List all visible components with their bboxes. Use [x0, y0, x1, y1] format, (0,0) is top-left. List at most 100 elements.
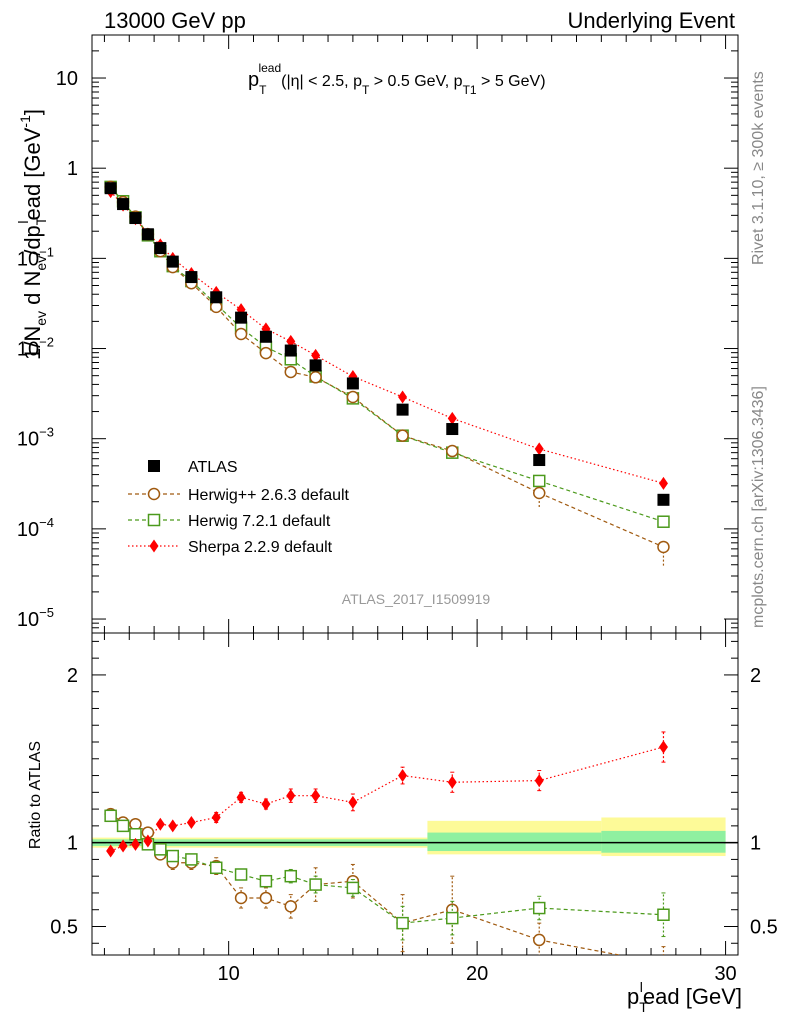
main-y-tick-label: 10−3: [17, 425, 54, 451]
ratio-y-tick-label-left: 0.5: [50, 916, 78, 938]
ratio-point-1-1: [116, 819, 130, 833]
ratio-point-2-16: [658, 740, 668, 754]
ratio-point-2-1: [118, 839, 128, 853]
main-point-1-13: [396, 429, 409, 442]
main-point-0-8: [235, 311, 248, 324]
x-tick-label: 10: [218, 963, 240, 985]
main-point-2-16: [657, 515, 670, 528]
ratio-point-2-5: [168, 819, 178, 833]
ratio-y-axis-label: Ratio to ATLAS: [27, 741, 44, 849]
ratio-point-0-9: [259, 891, 273, 905]
main-point-0-14: [446, 423, 459, 436]
ratio-point-2-4: [155, 817, 165, 831]
main-point-0-6: [185, 271, 198, 284]
ratio-series-line-1: [110, 815, 664, 924]
ratio-point-2-15: [534, 774, 544, 788]
rivet-version-label: Rivet 3.1.10, ≥ 300k events: [750, 71, 767, 265]
legend-label-herwig7: Herwig 7.2.1 default: [188, 513, 331, 530]
main-point-1-16: [657, 540, 670, 554]
main-point-1-14: [446, 444, 459, 458]
main-y-tick-label: 10−1: [17, 244, 54, 270]
main-point-0-13: [396, 403, 409, 416]
main-y-tick-label: 10−5: [17, 605, 54, 631]
main-point-2-15: [532, 474, 546, 488]
ratio-point-1-15: [532, 901, 546, 915]
ratio-panel-frame: [91, 632, 739, 956]
main-y-tick-base: 10: [17, 248, 39, 270]
main-y-tick-exponent: −5: [39, 605, 54, 620]
ratio-point-2-6: [186, 816, 196, 830]
main-y-tick-exponent: −2: [39, 335, 54, 350]
ratio-point-1-4: [154, 843, 167, 856]
ratio-point-1-0: [104, 809, 117, 823]
main-point-0-2: [129, 212, 142, 225]
main-series-line-3: [110, 191, 664, 484]
ratio-point-2-12: [348, 795, 358, 809]
ratio-point-0-15: [532, 933, 546, 947]
header-left-label: 13000 GeV pp: [104, 8, 246, 33]
main-y-axis-label: 1/Nev d Nev/dpTlead [GeV-1]: [15, 109, 49, 360]
main-y-tick-base: 10: [17, 519, 39, 541]
main-title: pTlead(|η| < 2.5, pT > 0.5 GeV, pT1 > 5 …: [248, 61, 546, 97]
main-y-tick-base: 10: [56, 68, 78, 90]
main-y-tick-base: 10: [17, 339, 39, 361]
x-tick-label: 20: [466, 963, 488, 985]
legend-marker-sherpa: [149, 539, 159, 553]
legend: ATLAS Herwig++ 2.6.3 default Herwig 7.2.…: [128, 459, 350, 556]
main-y-tick-label: 10−4: [17, 515, 54, 541]
header-right-label: Underlying Event: [567, 8, 735, 33]
ratio-point-0-8: [234, 891, 248, 905]
analysis-id-label: ATLAS_2017_I1509919: [342, 591, 491, 607]
legend-marker-atlas: [148, 460, 160, 472]
ratio-point-1-13: [396, 916, 409, 930]
main-panel: pTlead(|η| < 2.5, pT > 0.5 GeV, pT1 > 5 …: [15, 34, 739, 634]
ratio-y-tick-label-right: 2: [750, 665, 761, 687]
main-y-tick-exponent: −4: [39, 515, 54, 530]
main-point-1-15: [532, 486, 546, 500]
main-y-tick-label: 1: [67, 158, 78, 180]
ratio-point-2-10: [286, 789, 296, 803]
ratio-point-1-16: [657, 908, 670, 921]
main-point-3-14: [447, 411, 457, 425]
main-point-3-13: [398, 390, 408, 404]
main-y-tick-label: 10: [56, 68, 78, 90]
main-point-0-16: [657, 493, 670, 506]
main-point-1-12: [346, 390, 360, 404]
ratio-point-1-9: [259, 874, 273, 888]
ratio-point-1-5: [166, 849, 179, 863]
main-point-0-1: [117, 198, 130, 211]
ratio-point-2-2: [130, 837, 140, 851]
ratio-point-2-3: [143, 834, 153, 848]
main-point-0-15: [533, 454, 546, 467]
main-y-tick-base: 1: [67, 158, 78, 180]
main-point-1-11: [309, 371, 322, 384]
ratio-point-1-12: [346, 881, 360, 895]
main-point-1-8: [234, 327, 248, 341]
ratio-point-2-0: [106, 844, 116, 858]
x-axis-label: pTlead [GeV]: [627, 979, 742, 1015]
main-point-3-16: [658, 476, 668, 490]
main-point-0-0: [104, 182, 117, 195]
main-y-tick-exponent: −1: [39, 244, 54, 259]
x-tick-label: 30: [714, 963, 736, 985]
main-point-0-9: [259, 330, 272, 343]
legend-label-sherpa: Sherpa 2.2.9 default: [188, 539, 333, 556]
ratio-y-tick-label-left: 1: [67, 833, 78, 855]
ratio-point-0-16: [658, 958, 669, 969]
ratio-point-1-11: [309, 878, 322, 891]
legend-marker-herwig7: [147, 513, 161, 527]
main-y-tick-exponent: −3: [39, 425, 54, 440]
mcplots-label: mcplots.cern.ch [arXiv:1306.3436]: [750, 386, 767, 628]
ratio-point-2-8: [236, 790, 246, 804]
ratio-point-2-14: [447, 775, 457, 789]
ratio-point-2-7: [211, 810, 221, 824]
ratio-point-1-8: [234, 868, 248, 881]
ratio-point-2-9: [261, 797, 271, 811]
legend-label-herwigpp: Herwig++ 2.6.3 default: [188, 487, 350, 504]
ratio-y-tick-label-right: 1: [750, 833, 761, 855]
ratio-band-inner-1: [427, 832, 602, 852]
ratio-point-0-10: [284, 900, 298, 913]
ratio-point-2-13: [398, 769, 408, 783]
ratio-y-tick-label-right: 0.5: [750, 916, 778, 938]
